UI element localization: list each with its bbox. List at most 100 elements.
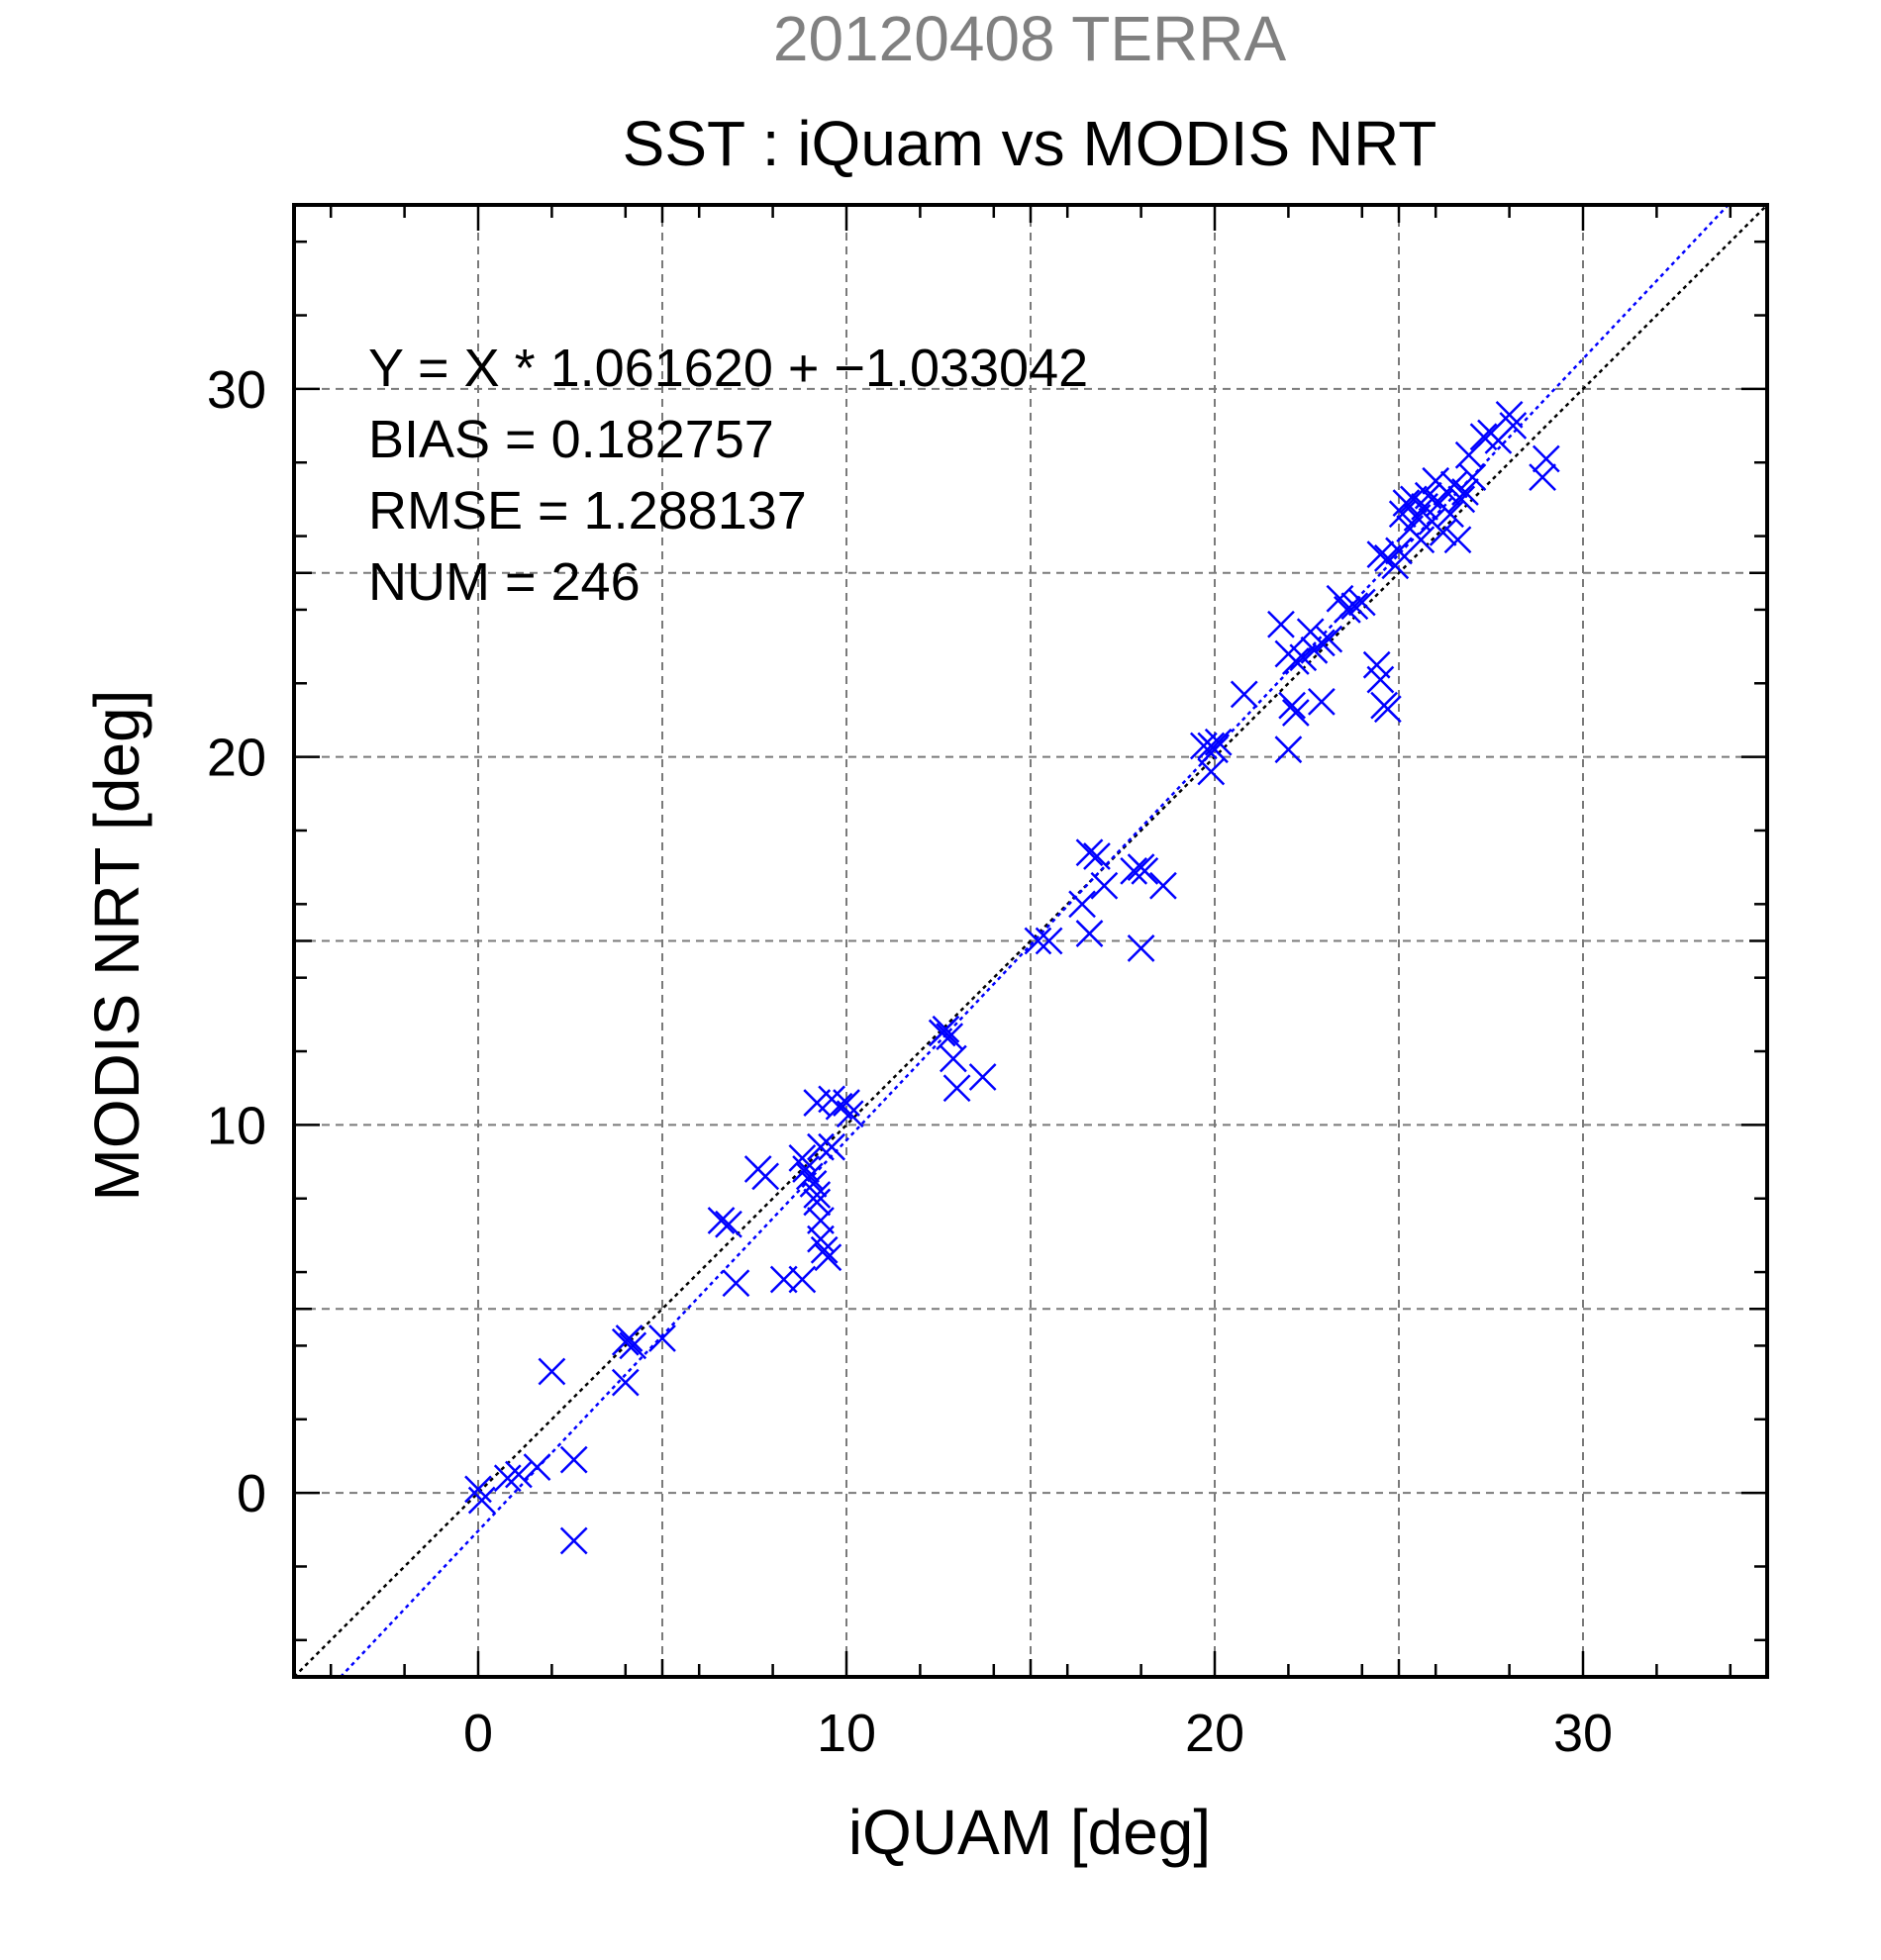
data-point-marker (1024, 927, 1052, 955)
data-point-marker (1149, 871, 1177, 900)
data-point-marker (818, 1132, 846, 1161)
axis-ticks (294, 205, 1767, 1677)
x-tick-label: 30 (1553, 1704, 1613, 1763)
data-point-marker (1281, 647, 1310, 675)
data-point-marker (1307, 687, 1336, 716)
data-point-marker (615, 1324, 644, 1352)
one-to-one-line (293, 204, 1768, 1678)
data-point-marker (799, 1169, 828, 1198)
chart-title: SST : iQuam vs MODIS NRT (623, 108, 1437, 179)
data-point-marker (611, 1368, 640, 1397)
data-point-marker (1429, 518, 1457, 546)
data-point-marker (942, 1074, 971, 1103)
data-point-marker (1495, 401, 1524, 429)
data-point-marker (648, 1324, 676, 1352)
data-points (464, 401, 1560, 1555)
data-point-marker (715, 1210, 742, 1238)
data-point-marker (505, 1460, 533, 1489)
data-point-marker (803, 1188, 832, 1217)
stats-line: BIAS = 0.182757 (368, 410, 774, 469)
data-point-marker (1274, 735, 1303, 764)
data-point-marker (932, 1015, 960, 1043)
data-point-marker (1385, 537, 1413, 565)
data-point-marker (467, 1486, 496, 1515)
x-axis-label: iQUAM [deg] (848, 1797, 1211, 1868)
data-point-marker (722, 1269, 750, 1298)
data-point-marker (1532, 444, 1560, 473)
data-point-marker (1075, 920, 1104, 947)
data-point-marker (523, 1453, 551, 1481)
y-tick-label: 0 (237, 1464, 266, 1523)
data-point-marker (751, 1162, 780, 1191)
stats-line: NUM = 246 (368, 552, 641, 612)
data-point-marker (1366, 540, 1395, 569)
data-point-marker (1307, 629, 1336, 657)
data-point-marker (792, 1155, 820, 1183)
data-point-marker (1315, 625, 1343, 653)
data-point-marker (1278, 691, 1307, 720)
data-point-marker (1340, 592, 1369, 621)
data-point-marker (1436, 500, 1464, 529)
data-point-marker (1407, 526, 1436, 554)
x-tick-label: 0 (463, 1704, 493, 1763)
data-point-marker (1201, 735, 1229, 764)
data-point-marker (833, 1089, 860, 1117)
data-point-marker (803, 1181, 832, 1209)
data-point-marker (619, 1331, 647, 1360)
plot-frame (292, 203, 1769, 1679)
data-point-marker (559, 1445, 588, 1474)
data-point-marker (1443, 526, 1472, 554)
data-point-marker (1035, 927, 1063, 955)
data-point-marker (807, 1225, 835, 1253)
stats-block: Y = X * 1.061620 + −1.033042 BIAS = 0.182… (368, 339, 1088, 612)
data-point-marker (707, 1207, 736, 1234)
data-point-marker (814, 1243, 842, 1272)
data-point-marker (836, 1100, 864, 1128)
stats-line: RMSE = 1.288137 (368, 481, 807, 540)
y-tick-label: 10 (207, 1096, 266, 1155)
data-point-marker (1230, 680, 1258, 709)
data-point-marker (1127, 934, 1155, 962)
data-point-marker (1451, 478, 1479, 506)
data-point-marker (1075, 838, 1104, 867)
data-point-marker (1281, 699, 1310, 727)
chart-supertitle: 20120408 TERRA (773, 3, 1287, 74)
data-point-marker (810, 1235, 839, 1264)
data-point-marker (1373, 695, 1402, 724)
data-point-marker (1204, 728, 1233, 756)
data-point-marker (1120, 856, 1148, 885)
data-point-marker (1267, 610, 1295, 638)
data-point-marker (464, 1475, 492, 1504)
tick-labels: 0 10 20 30 0 10 20 30 (207, 360, 1613, 1763)
y-tick-label: 30 (207, 360, 266, 420)
y-tick-label: 20 (207, 729, 266, 788)
y-axis-label: MODIS NRT [deg] (81, 690, 152, 1202)
data-point-marker (788, 1143, 817, 1172)
data-point-marker (1499, 412, 1528, 440)
data-point-marker (1458, 463, 1487, 491)
data-point-marker (1334, 596, 1361, 624)
data-point-marker (1083, 842, 1111, 870)
data-point-marker (788, 1265, 817, 1294)
data-point-marker (1454, 441, 1483, 469)
x-tick-label: 10 (817, 1704, 876, 1763)
data-point-marker (538, 1357, 566, 1386)
data-point-marker (1392, 489, 1421, 518)
data-point-marker (1529, 463, 1556, 491)
data-point-marker (493, 1464, 522, 1493)
data-point-marker (1068, 890, 1096, 919)
data-point-marker (939, 1044, 967, 1073)
data-point-marker (559, 1526, 588, 1555)
reference-line-1to1 (293, 204, 1768, 1678)
data-point-marker (1197, 757, 1226, 786)
data-point-marker (968, 1063, 997, 1091)
stats-line: Y = X * 1.061620 + −1.033042 (368, 339, 1088, 398)
data-point-marker (795, 1162, 824, 1191)
data-point-marker (1131, 856, 1159, 885)
data-point-marker (936, 1023, 964, 1051)
data-point-marker (1347, 588, 1376, 617)
x-tick-label: 20 (1185, 1704, 1244, 1763)
data-point-marker (807, 1132, 835, 1161)
data-point-marker (1366, 665, 1395, 694)
